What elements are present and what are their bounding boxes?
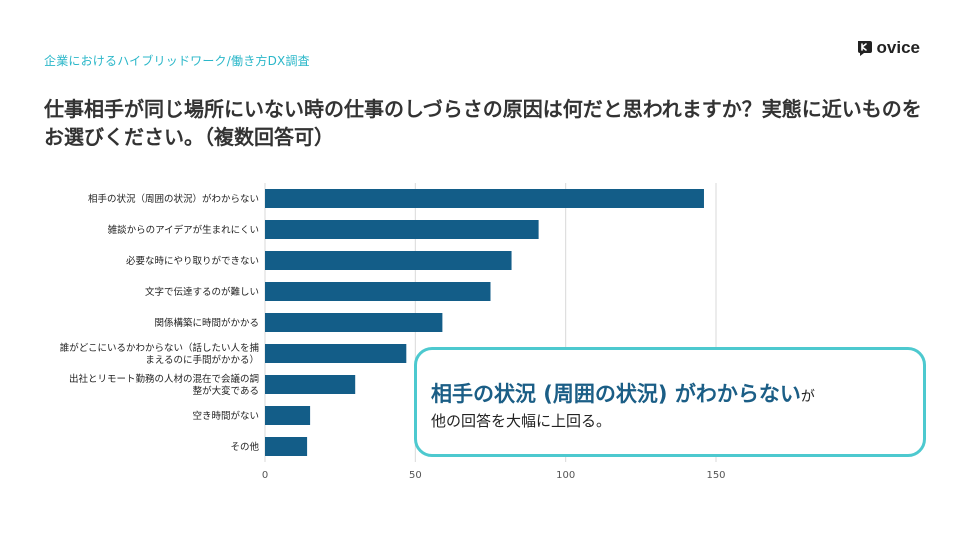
category-label: 雑談からのアイデアが生まれにくい [108,224,259,236]
page-title: 仕事相手が同じ場所にいない時の仕事のしづらさの原因は何だと思われますか？実態に近… [44,97,922,149]
bar [265,406,311,425]
bar [265,375,356,394]
x-tick-label: 150 [706,470,725,481]
bar [265,220,539,239]
bar [265,437,308,456]
ovice-logo-icon [857,41,872,56]
ovice-logo: ovice [856,38,920,58]
category-label: その他 [230,441,259,453]
survey-subtitle: 企業におけるハイブリッドワーク/働き方DX調査 [44,54,310,68]
bar [265,282,491,301]
logo-text: ovice [876,38,920,57]
category-label: 相手の状況（周囲の状況）がわからない [88,193,259,205]
x-tick-label: 0 [262,470,268,481]
callout-line-1: 相手の状況 (周囲の状況) がわからないが [431,378,909,408]
category-label: 空き時間がない [192,410,259,422]
category-label: 関係構築に時間がかかる [154,317,259,329]
callout-suffix: が [800,389,815,405]
category-label: 出社とリモート勤務の人材の混在で会議の調 [69,373,259,385]
x-tick-label: 50 [409,470,422,481]
x-tick-label: 100 [556,470,575,481]
bar [265,344,407,363]
category-label: 文字で伝達するのが難しい [145,286,259,298]
bar [265,251,512,270]
bar [265,189,704,208]
category-label: まえるのに手間がかかる） [145,354,259,366]
callout-line-2: 他の回答を大幅に上回る。 [431,412,612,430]
category-label: 整が大変である [193,385,259,397]
callout-box: 相手の状況 (周囲の状況) がわからないが 他の回答を大幅に上回る。 [414,347,926,457]
category-label: 必要な時にやり取りができない [126,255,259,267]
callout-highlight: 相手の状況 (周囲の状況) がわからない [431,382,801,406]
category-label: 誰がどこにいるかわからない（話したい人を捕 [60,342,259,354]
bar [265,313,443,332]
